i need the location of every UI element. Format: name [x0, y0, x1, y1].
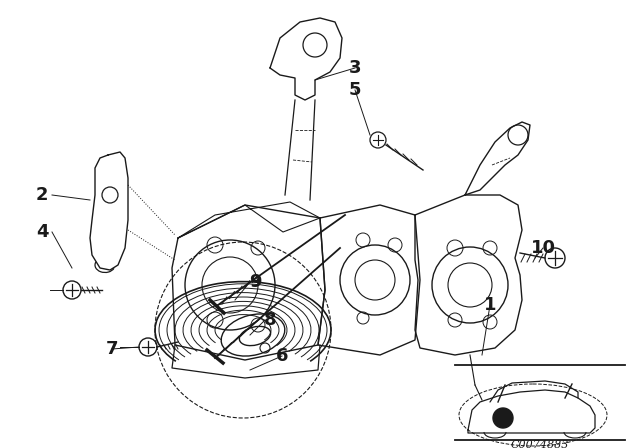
Text: 10: 10: [531, 239, 556, 257]
Text: 8: 8: [264, 311, 276, 329]
Text: C0074883: C0074883: [511, 440, 569, 448]
Text: 7: 7: [106, 340, 118, 358]
Text: 1: 1: [484, 296, 496, 314]
Text: 2: 2: [36, 186, 48, 204]
Text: 6: 6: [276, 347, 288, 365]
Text: 9: 9: [249, 273, 261, 291]
Text: 4: 4: [36, 223, 48, 241]
Text: 3: 3: [349, 59, 361, 77]
Circle shape: [493, 408, 513, 428]
Text: 5: 5: [349, 81, 361, 99]
